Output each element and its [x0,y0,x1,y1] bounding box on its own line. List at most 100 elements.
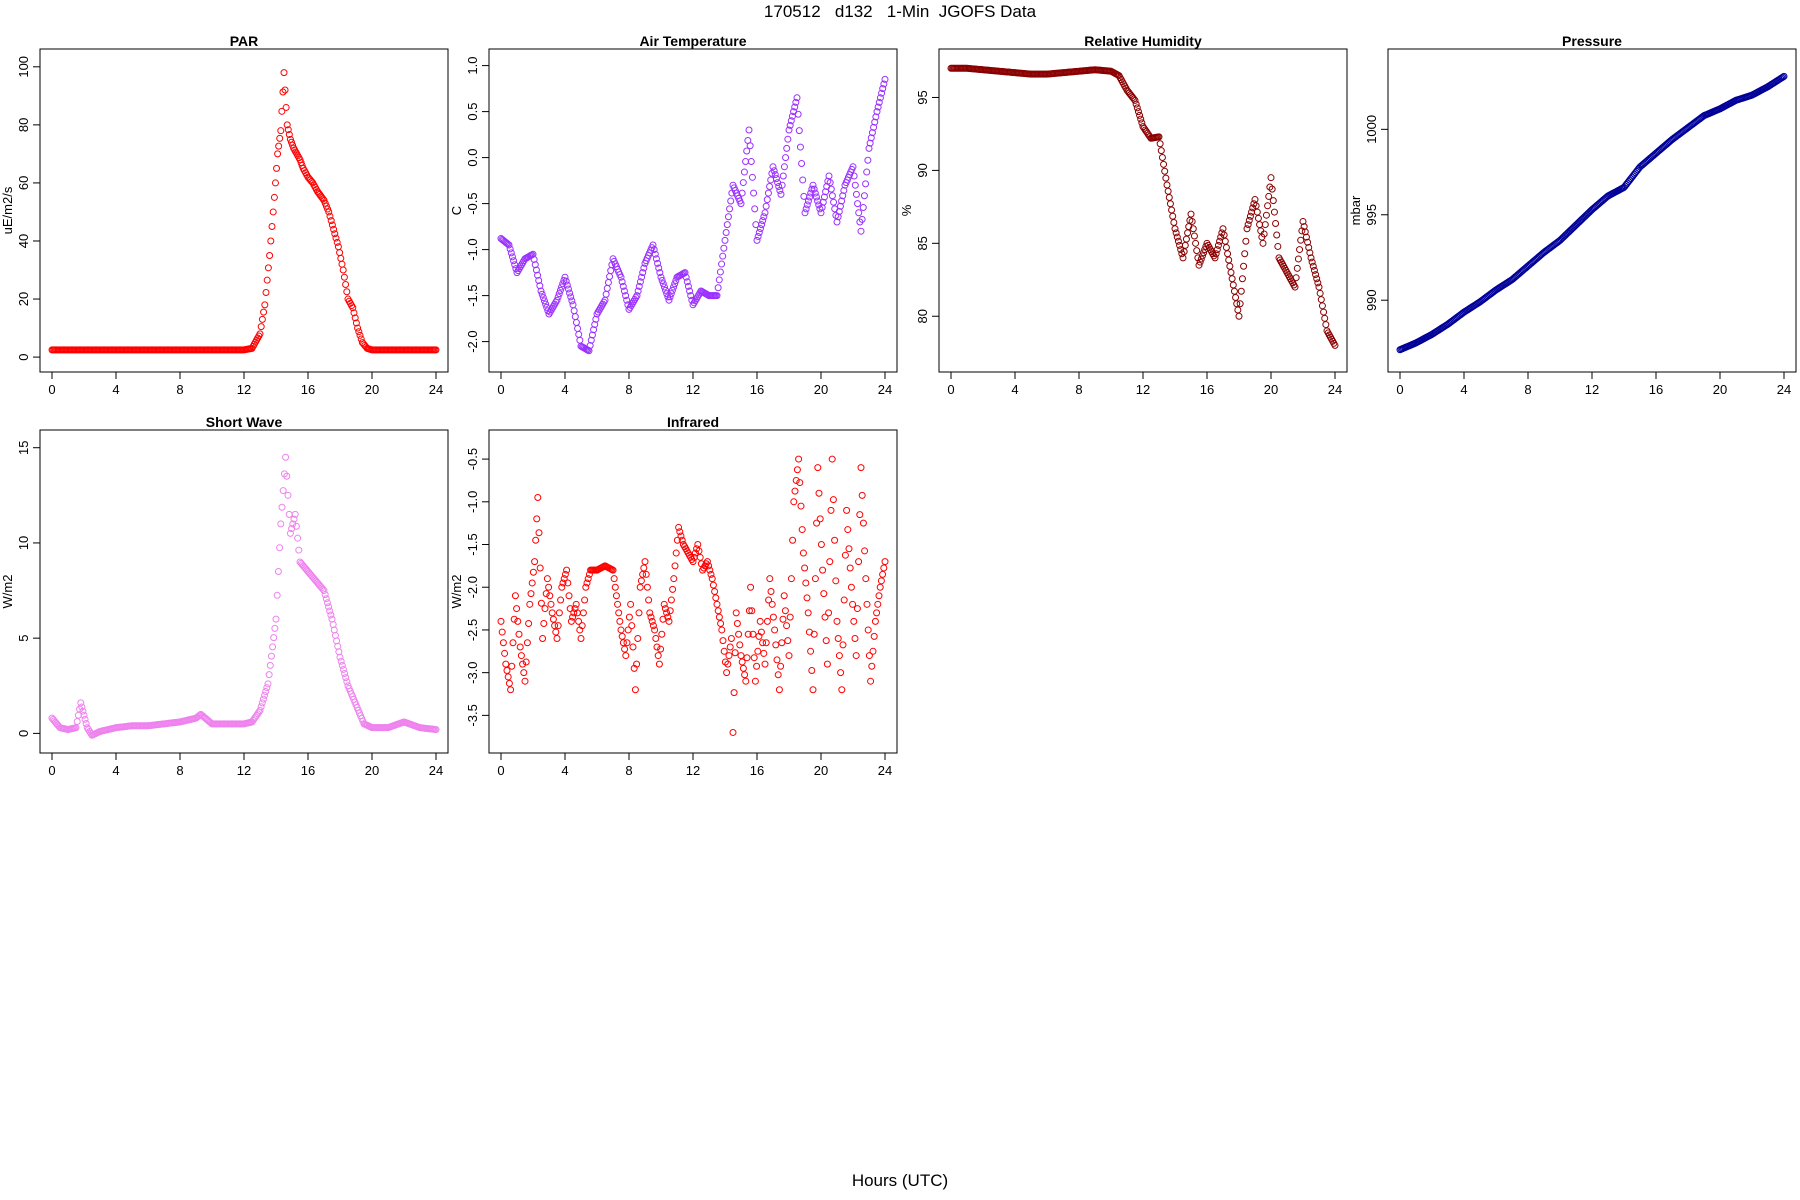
air-temperature-point [618,278,626,286]
infrared-point [840,596,848,604]
infrared-point [771,626,779,634]
infrared-point [779,615,787,623]
par-point [264,264,272,272]
infrared-point [719,637,727,645]
infrared-point [582,583,590,591]
par-point [257,323,265,331]
air-temperature-point [651,250,659,258]
air-temperature-x-tick-label: 0 [497,382,504,397]
air-temperature-y-tick-label: -0.5 [465,192,480,214]
relative-humidity-point [1322,321,1330,329]
infrared-point [572,600,580,608]
infrared-point [754,647,762,655]
relative-humidity-point [1240,262,1248,270]
relative-humidity-point [1200,249,1208,257]
par-y-tick-label: 20 [16,292,31,306]
infrared-point [575,617,583,625]
relative-humidity-point [1158,153,1166,161]
air-temperature-point [858,215,866,223]
infrared-point [803,594,811,602]
infrared-point [552,628,560,636]
par-point [262,289,270,297]
air-temperature-point [563,281,571,289]
air-temperature-point [742,158,750,166]
short-wave-point [84,726,92,734]
infrared-point [762,639,770,647]
relative-humidity-point [1241,250,1249,258]
air-temperature-point [587,336,595,344]
par-point [258,315,266,323]
infrared-point [859,519,867,527]
infrared-point [709,581,717,589]
air-temperature-point [771,171,779,179]
par-point [343,288,351,296]
infrared-point [791,487,799,495]
relative-humidity-point [1221,237,1229,245]
air-temperature-point [639,269,647,277]
relative-humidity-point [1246,212,1254,220]
infrared-x-tick-label: 16 [750,763,764,778]
infrared-point [841,551,849,559]
infrared-point [751,677,759,685]
relative-humidity-point [1267,174,1275,182]
infrared-y-tick-label: -2.0 [465,576,480,598]
infrared-point [856,511,864,519]
relative-humidity-point [1160,160,1168,168]
air-temperature-point [783,144,791,152]
air-temperature-point [576,336,584,344]
pressure-title: Pressure [1562,33,1622,49]
page-title: 170512 d132 1-Min JGOFS Data [763,2,1037,21]
infrared-point [760,649,768,657]
air-temperature-point [638,273,646,281]
infrared-point [569,613,577,621]
pressure-panel: Pressure 0 4 8 12 16 20 24 990 995 1000 mbar [1348,33,1797,397]
infrared-point [742,677,750,685]
short-wave-point [256,707,264,715]
infrared-point [617,626,625,634]
infrared-point [850,617,858,625]
infrared-point [577,634,585,642]
air-temperature-point [512,265,520,273]
infrared-point [869,647,877,655]
infrared-point [737,652,745,660]
infrared-point [539,634,547,642]
infrared-point [523,639,531,647]
infrared-point [832,577,840,585]
air-temperature-y-tick-label: -1.5 [465,284,480,306]
infrared-y-tick-label: -1.5 [465,533,480,555]
relative-humidity-point [1177,246,1185,254]
air-temperature-point [855,209,863,217]
infrared-point [554,622,562,630]
par-point [283,121,291,129]
air-temperature-point [880,80,888,88]
infrared-point [651,626,659,634]
infrared-point [625,613,633,621]
pressure-y-axis-label: mbar [1348,195,1363,225]
relative-humidity-point [1214,241,1222,249]
air-temperature-point [572,319,580,327]
infrared-point [543,575,551,583]
air-temperature-point [634,287,642,295]
infrared-point [689,558,697,566]
short-wave-y-axis-label: W/m2 [0,575,15,609]
infrared-point [816,515,824,523]
infrared-point [721,658,729,666]
infrared-point [516,643,524,651]
pressure-x-tick-label: 16 [1649,382,1663,397]
infrared-point [676,528,684,536]
par-plot-frame [39,48,449,373]
infrared-point [787,575,795,583]
relative-humidity-point [1156,140,1164,148]
air-temperature-point [839,192,847,200]
air-temperature-point [659,280,667,288]
air-temperature-point [539,294,547,302]
infrared-point [627,600,635,608]
infrared-y-axis-label: W/m2 [449,575,464,609]
air-temperature-point [854,200,862,208]
short-wave-point [263,684,271,692]
infrared-point [609,566,617,574]
infrared-point [653,643,661,651]
par-point [263,276,271,284]
relative-humidity-point [1244,221,1252,229]
relative-humidity-point [1272,220,1280,228]
